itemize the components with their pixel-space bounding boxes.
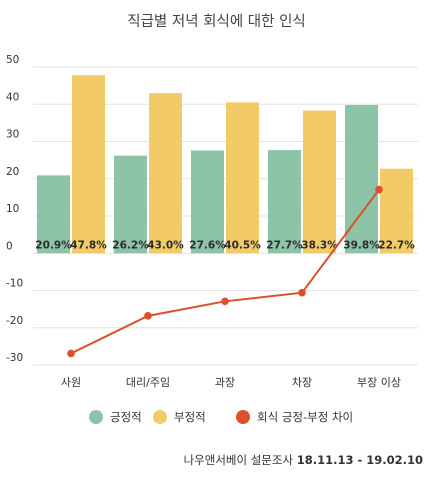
legend-label: 회식 긍정-부정 차이 (257, 410, 353, 424)
y-tick-label: 0 (6, 240, 13, 252)
bar-negative (149, 93, 182, 254)
y-tick-label: 10 (6, 203, 19, 215)
x-axis-ticks: 사원 대리/주임 과장 차장 부장 이상 (61, 376, 401, 389)
difference-line (67, 185, 383, 358)
y-tick-label: 30 (6, 129, 19, 141)
x-tick-label: 대리/주임 (126, 376, 170, 389)
difference-point (221, 297, 229, 306)
difference-point (144, 312, 152, 320)
bar-negative (380, 168, 413, 254)
difference-point (67, 349, 75, 358)
data-label: 22.7% (378, 239, 415, 251)
x-tick-label: 과장 (215, 376, 235, 389)
y-tick-label: 20 (6, 166, 19, 178)
bar-positive (268, 150, 301, 254)
y-tick-label: -20 (6, 315, 23, 327)
legend-label: 긍정적 (110, 410, 142, 424)
legend-label: 부정적 (174, 410, 206, 424)
x-tick-label: 부장 이상 (357, 376, 401, 389)
bar-positive (191, 150, 224, 254)
source-dates: 18.11.13 - 19.02.10 (296, 453, 423, 467)
difference-point (298, 288, 306, 297)
data-label: 39.8% (343, 239, 380, 251)
bar-negative (226, 102, 259, 254)
x-tick-label: 차장 (292, 376, 312, 389)
data-label: 38.3% (301, 239, 338, 251)
y-tick-label: 50 (6, 54, 19, 66)
y-tick-label: -10 (6, 278, 23, 290)
x-tick-label: 사원 (61, 376, 81, 389)
bar-positive (37, 175, 70, 254)
bar-negative (72, 75, 105, 254)
bar-positive (345, 104, 378, 254)
y-tick-label: 40 (6, 91, 19, 103)
data-label: 20.9% (35, 239, 72, 251)
bar-positive (114, 155, 147, 254)
legend-marker (153, 410, 167, 424)
chart-title: 직급별 저녁 회식에 대한 인식 (127, 14, 306, 30)
legend: 긍정적 부정적 회식 긍정-부정 차이 (89, 410, 353, 424)
legend-marker (89, 410, 103, 424)
data-label: 40.5% (224, 239, 261, 251)
bar-negative (303, 110, 336, 254)
data-labels: 20.9%47.8% 26.2%43.0% 27.6%40.5% 27.7%38.3%… (35, 239, 415, 251)
difference-point (375, 185, 383, 194)
source-label: 나우앤서베이 설문조사 (183, 453, 294, 467)
data-label: 26.2% (112, 239, 149, 251)
y-tick-label: -30 (6, 352, 23, 364)
data-label: 47.8% (70, 239, 107, 251)
data-label: 43.0% (147, 239, 184, 251)
bars (37, 75, 413, 254)
y-axis-ticks: 50 40 30 20 10 0 -10 -20 -30 (6, 54, 23, 364)
legend-marker (236, 410, 250, 424)
source-note: 나우앤서베이 설문조사 18.11.13 - 19.02.10 (184, 452, 423, 468)
data-label: 27.7% (266, 239, 303, 251)
data-label: 27.6% (189, 239, 226, 251)
